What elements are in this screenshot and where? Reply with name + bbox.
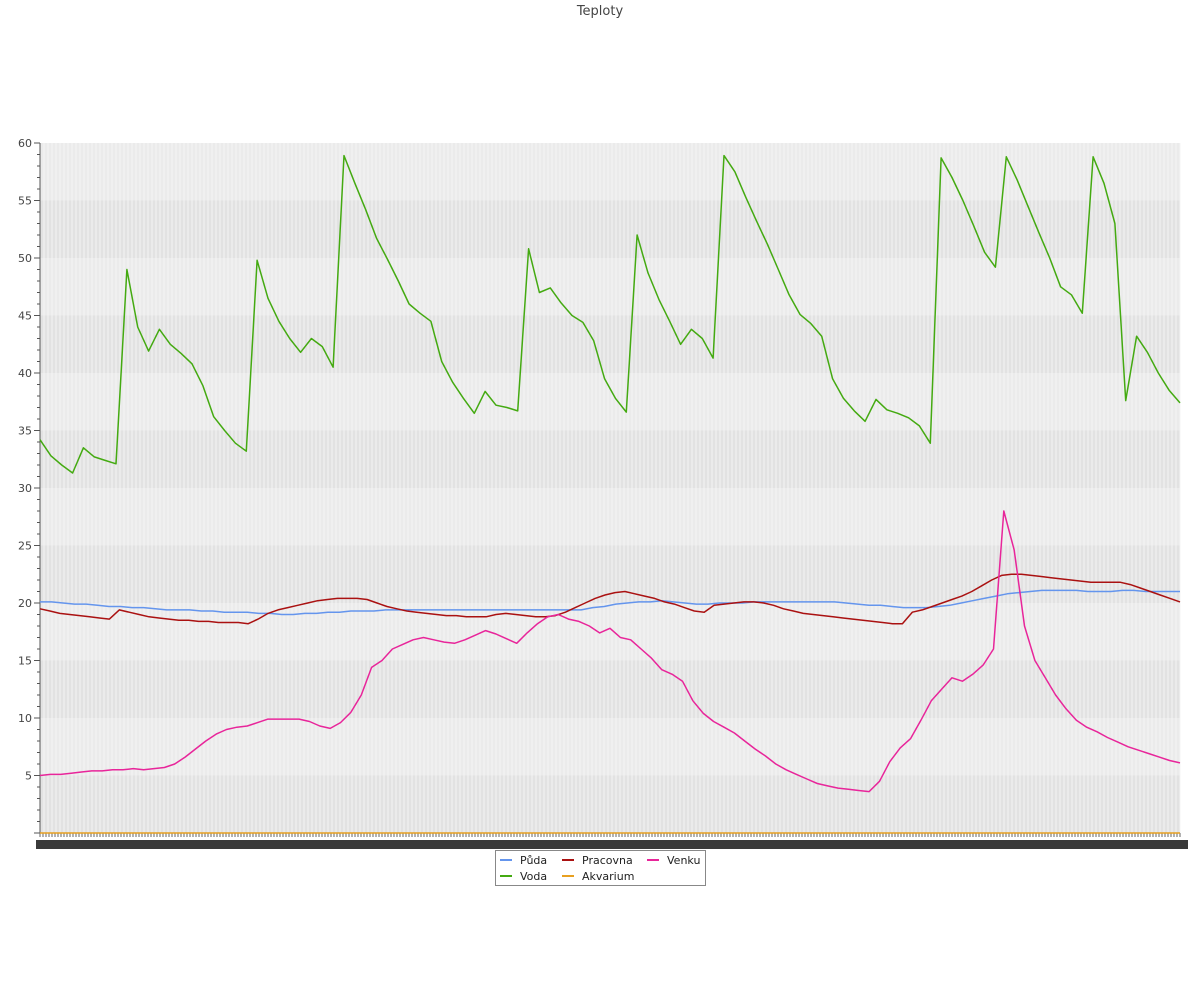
y-tick-label: 10: [18, 712, 32, 725]
series-line-venku: [39, 510, 1181, 793]
x-axis: [36, 832, 1188, 849]
y-tick-label: 35: [18, 425, 32, 438]
y-tick-label: 20: [18, 597, 32, 610]
y-tick-label: 50: [18, 252, 32, 265]
series-line-pracovna: [39, 573, 1181, 625]
legend-box: [495, 850, 706, 886]
y-tick-label: 45: [18, 310, 32, 323]
legend-label: Půda: [520, 854, 547, 867]
y-tick-label: 40: [18, 367, 32, 380]
grid-band: [40, 315, 1180, 373]
series-line-p-da: [40, 589, 1180, 616]
chart-title: Teploty: [576, 4, 624, 19]
y-tick-label: 30: [18, 482, 32, 495]
grid-lines: [39, 143, 1181, 833]
series-lines: [39, 154, 1181, 834]
legend-label: Voda: [520, 870, 547, 883]
legend-label: Pracovna: [582, 854, 633, 867]
y-tick-label: 15: [18, 655, 32, 668]
grid-band: [40, 430, 1180, 488]
y-axis: 5 10 15 20 25 30 35 40 45 50 55 60: [18, 137, 41, 834]
plot-area: [40, 143, 1180, 833]
grid-band: [40, 775, 1180, 833]
y-tick-label: 60: [18, 137, 32, 150]
legend: Půda Pracovna Venku Voda Akvarium: [495, 850, 706, 886]
y-tick-label: 55: [18, 195, 32, 208]
series-line-voda: [39, 154, 1181, 474]
y-tick-label: 5: [25, 770, 32, 783]
grid-band: [40, 200, 1180, 258]
legend-label: Akvarium: [582, 870, 634, 883]
y-tick-label: 25: [18, 540, 32, 553]
x-tick-labels-band: [36, 840, 1188, 849]
legend-label: Venku: [667, 854, 700, 867]
grid-band: [40, 660, 1180, 718]
